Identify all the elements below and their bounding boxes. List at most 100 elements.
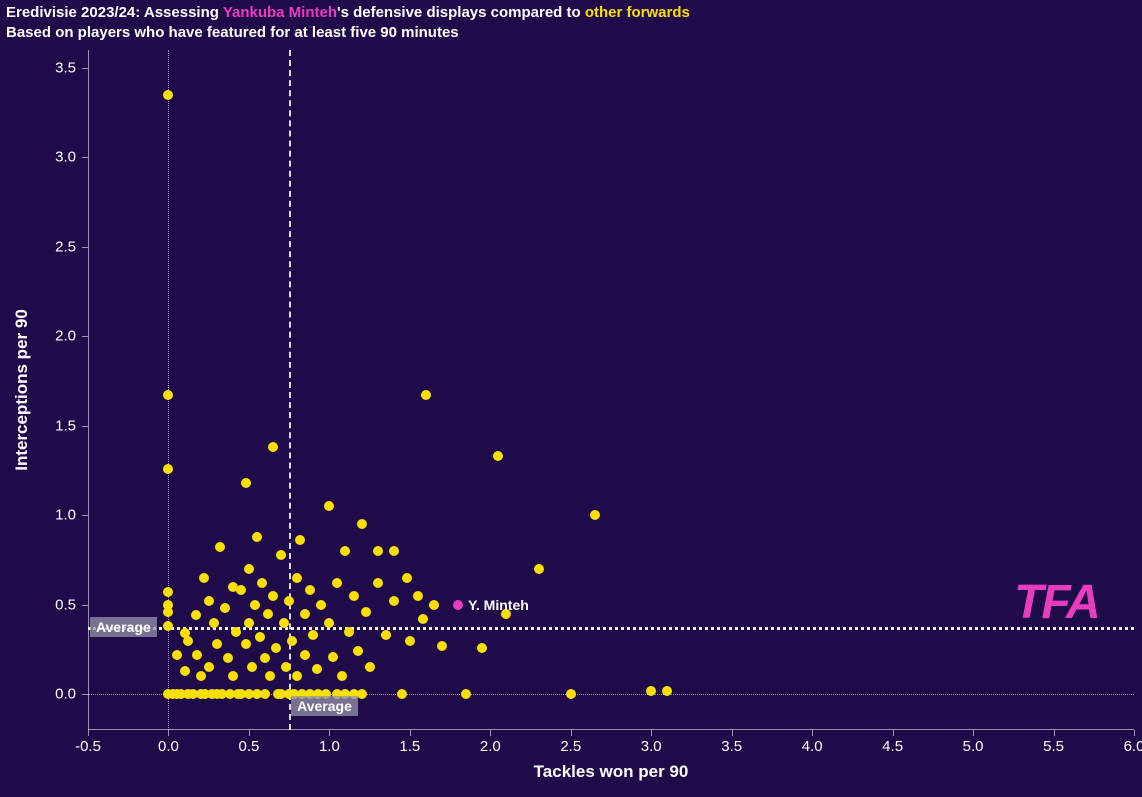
data-point-other	[340, 546, 350, 556]
data-point-other	[308, 630, 318, 640]
data-point-other	[284, 596, 294, 606]
data-point-other	[215, 542, 225, 552]
x-tick-label: 2.0	[480, 738, 501, 755]
x-tick-label: 1.5	[399, 738, 420, 755]
chart-root: Eredivisie 2023/24: Assessing Yankuba Mi…	[0, 0, 1142, 797]
x-tick	[651, 730, 652, 736]
data-point-other	[662, 686, 672, 696]
data-point-other	[163, 607, 173, 617]
data-point-other	[292, 671, 302, 681]
plot-area: -0.50.00.51.01.52.02.53.03.54.04.55.05.5…	[88, 50, 1134, 730]
data-point-other	[418, 614, 428, 624]
data-point-other	[402, 573, 412, 583]
data-point-other	[241, 639, 251, 649]
data-point-other	[421, 390, 431, 400]
data-point-other	[250, 600, 260, 610]
y-tick	[82, 694, 88, 695]
y-tick-label: 3.5	[36, 59, 76, 76]
data-point-other	[265, 671, 275, 681]
x-tick	[410, 730, 411, 736]
x-tick	[812, 730, 813, 736]
data-point-other	[252, 532, 262, 542]
data-point-other	[373, 546, 383, 556]
y-tick	[82, 157, 88, 158]
x-tick	[249, 730, 250, 736]
data-point-other	[163, 390, 173, 400]
x-tick-label: 0.5	[238, 738, 259, 755]
data-point-other	[236, 585, 246, 595]
data-point-other	[231, 627, 241, 637]
data-point-other	[172, 650, 182, 660]
data-point-other	[590, 510, 600, 520]
data-point-player	[453, 600, 463, 610]
y-tick-label: 1.0	[36, 507, 76, 524]
x-tick-label: 6.0	[1124, 738, 1142, 755]
x-tick-label: 5.5	[1043, 738, 1064, 755]
data-point-other	[196, 671, 206, 681]
data-point-other	[493, 451, 503, 461]
data-point-other	[260, 653, 270, 663]
y-tick	[82, 336, 88, 337]
data-point-other	[244, 618, 254, 628]
x-tick	[168, 730, 169, 736]
data-point-other	[268, 442, 278, 452]
data-point-other	[180, 666, 190, 676]
x-tick	[732, 730, 733, 736]
y-tick-label: 0.5	[36, 596, 76, 613]
data-point-other	[204, 662, 214, 672]
x-tick	[88, 730, 89, 736]
data-point-other	[255, 632, 265, 642]
data-point-other	[534, 564, 544, 574]
x-tick	[490, 730, 491, 736]
data-point-other	[332, 578, 342, 588]
x-axis-spine	[88, 729, 1134, 730]
data-point-other	[566, 689, 576, 699]
data-point-other	[357, 689, 367, 699]
y-tick	[82, 247, 88, 248]
data-point-other	[292, 573, 302, 583]
data-point-other	[389, 596, 399, 606]
x-tick-label: -0.5	[75, 738, 101, 755]
x-tick	[1134, 730, 1135, 736]
data-point-other	[276, 550, 286, 560]
data-point-other	[192, 650, 202, 660]
data-point-other	[429, 600, 439, 610]
x-tick-label: 5.0	[963, 738, 984, 755]
y-tick	[82, 426, 88, 427]
y-tick-label: 1.5	[36, 417, 76, 434]
data-point-other	[344, 627, 354, 637]
x-tick-label: 3.0	[641, 738, 662, 755]
data-point-other	[413, 591, 423, 601]
data-point-other	[305, 585, 315, 595]
y-axis-spine	[88, 50, 89, 730]
data-point-other	[337, 671, 347, 681]
data-point-other	[477, 643, 487, 653]
x-tick-label: 4.5	[882, 738, 903, 755]
data-point-other	[163, 587, 173, 597]
data-point-other	[397, 689, 407, 699]
y-tick-label: 0.0	[36, 686, 76, 703]
y-tick	[82, 515, 88, 516]
data-point-other	[220, 603, 230, 613]
y-tick-label: 2.0	[36, 328, 76, 345]
y-tick	[82, 68, 88, 69]
x-tick	[571, 730, 572, 736]
x-tick	[973, 730, 974, 736]
avg-badge-x: Average	[291, 696, 358, 716]
data-point-other	[389, 546, 399, 556]
x-tick	[893, 730, 894, 736]
data-point-other	[279, 618, 289, 628]
x-tick-label: 4.0	[802, 738, 823, 755]
data-point-other	[271, 643, 281, 653]
y-tick-label: 3.0	[36, 149, 76, 166]
x-tick	[1054, 730, 1055, 736]
x-tick	[329, 730, 330, 736]
data-point-other	[373, 578, 383, 588]
data-point-other	[646, 686, 656, 696]
avg-badge-y: Average	[90, 617, 157, 637]
data-point-other	[353, 646, 363, 656]
data-point-other	[361, 607, 371, 617]
x-tick-label: 3.5	[721, 738, 742, 755]
data-point-other	[199, 573, 209, 583]
data-point-other	[183, 636, 193, 646]
